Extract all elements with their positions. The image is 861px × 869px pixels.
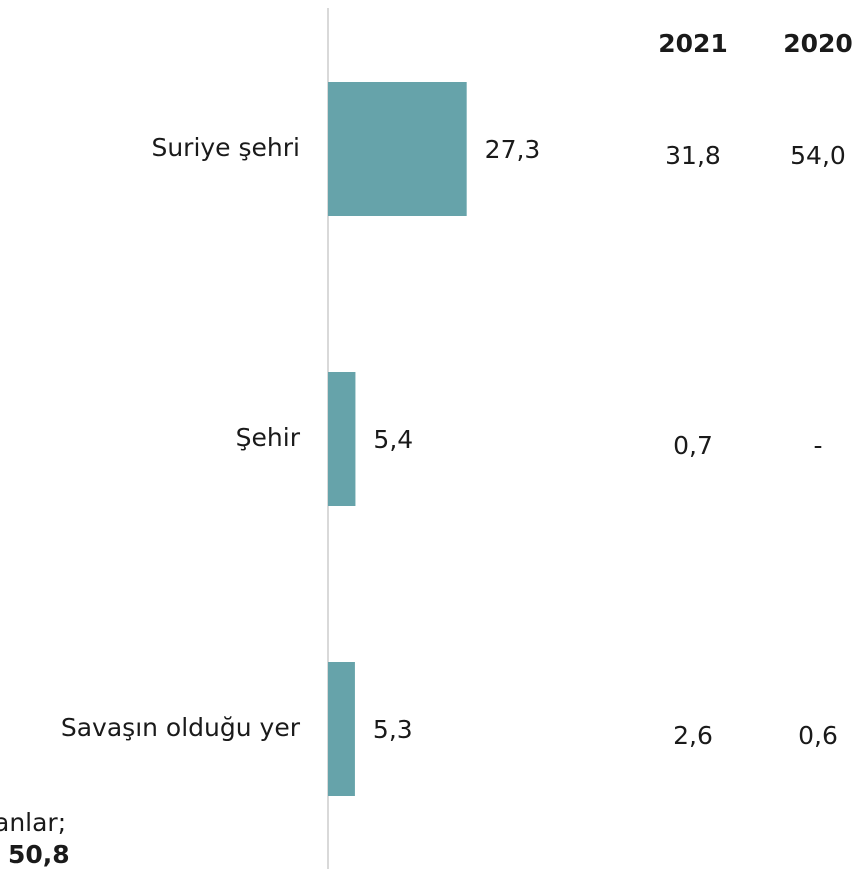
bars-layer: Suriye şehri 27,3 31,8 54,0 Şehir 5,4 0,7 - Sava… xyxy=(61,82,846,796)
column-header-2020: 2020 xyxy=(783,29,853,58)
footnote-line-1: anlar; xyxy=(0,808,66,837)
bar-value-label: 5,4 xyxy=(373,425,413,454)
bar xyxy=(328,82,467,216)
bar-value-label: 5,3 xyxy=(373,715,413,744)
category-label: Şehir xyxy=(236,423,301,452)
comparison-value-2021: 31,8 xyxy=(665,141,721,170)
footnote-line-2: 50,8 xyxy=(8,840,70,869)
bar xyxy=(328,372,356,506)
comparison-value-2021: 0,7 xyxy=(673,431,713,460)
category-label: Savaşın olduğu yer xyxy=(61,713,301,742)
comparison-value-2020: - xyxy=(813,431,822,460)
comparison-value-2021: 2,6 xyxy=(673,721,713,750)
category-label: Suriye şehri xyxy=(151,133,300,162)
comparison-value-2020: 54,0 xyxy=(790,141,846,170)
bar-value-label: 27,3 xyxy=(485,135,541,164)
column-header-2021: 2021 xyxy=(658,29,728,58)
comparison-value-2020: 0,6 xyxy=(798,721,838,750)
bar xyxy=(328,662,355,796)
